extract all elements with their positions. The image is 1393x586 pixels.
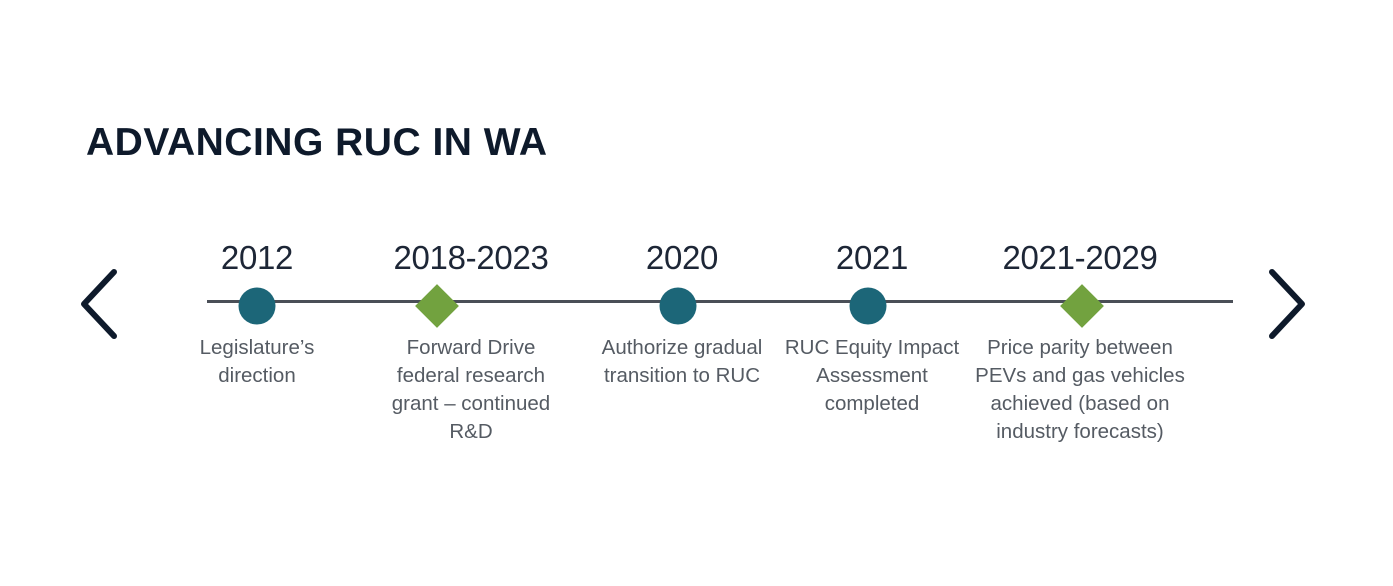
milestone-description: Price parity between PEVs and gas vehicl…: [975, 336, 1185, 443]
circle-marker: [849, 287, 887, 324]
timeline-milestone: 2018-2023 Forward Drive federal research…: [356, 236, 586, 446]
circle-marker: [659, 287, 697, 324]
timeline-milestone: 2021 RUC Equity Impact Assessment comple…: [762, 236, 982, 418]
milestone-year: 2018-2023: [393, 239, 549, 276]
previous-button[interactable]: [74, 266, 122, 342]
milestone-description: Forward Drive federal research grant – c…: [391, 336, 551, 443]
timeline-line: [207, 300, 1233, 303]
milestone-year: 2021: [835, 239, 909, 276]
next-button[interactable]: [1262, 266, 1310, 342]
milestone-description: Legislature’s direction: [199, 336, 315, 387]
chevron-left-icon: [81, 269, 117, 339]
diamond-marker: [415, 283, 459, 328]
timeline-milestone: 2020 Authorize gradual transition to RUC: [572, 236, 792, 390]
circle-marker: [238, 287, 276, 324]
timeline-milestone: 2012 Legislature’s direction: [157, 236, 357, 390]
milestone-year: 2020: [645, 239, 719, 276]
milestone-description: Authorize gradual transition to RUC: [601, 336, 763, 387]
milestone-description: RUC Equity Impact Assessment completed: [784, 336, 960, 415]
milestone-year: 2021-2029: [1002, 239, 1158, 276]
page-title: ADVANCING RUC IN WA: [86, 121, 548, 164]
chevron-right-icon: [1269, 269, 1305, 339]
milestone-year: 2012: [220, 239, 294, 276]
timeline-milestone: 2021-2029 Price parity between PEVs and …: [964, 236, 1196, 446]
diamond-marker: [1060, 283, 1104, 328]
